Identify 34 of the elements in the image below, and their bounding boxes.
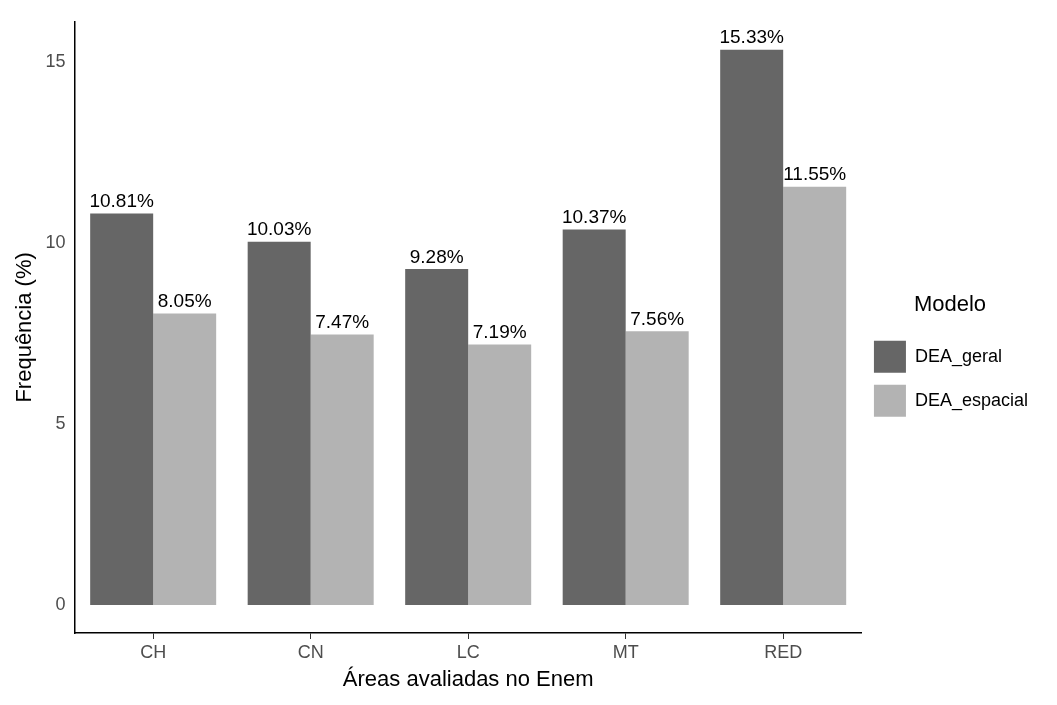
data-label: 7.56% bbox=[630, 307, 685, 329]
y-tick-label: 5 bbox=[55, 412, 66, 433]
data-label: 11.55% bbox=[783, 163, 847, 185]
y-axis-title: Frequência (%) bbox=[11, 252, 37, 403]
bar bbox=[562, 229, 626, 606]
bar bbox=[625, 331, 689, 606]
legend-title: Modelo bbox=[913, 291, 987, 317]
x-axis-title: Áreas avaliadas no Enem bbox=[342, 665, 594, 691]
data-label: 9.28% bbox=[409, 245, 464, 267]
bar bbox=[783, 186, 847, 606]
x-tick-label: MT bbox=[612, 641, 639, 662]
data-label: 7.19% bbox=[472, 321, 527, 343]
data-label: 7.47% bbox=[315, 311, 370, 333]
bar bbox=[468, 344, 532, 606]
bar bbox=[405, 268, 469, 606]
bar bbox=[310, 334, 374, 606]
x-tick-label: CH bbox=[140, 641, 167, 662]
legend-label: DEA_geral bbox=[914, 345, 1002, 367]
bar bbox=[153, 313, 217, 606]
y-tick-label: 10 bbox=[45, 231, 66, 252]
data-label: 15.33% bbox=[719, 26, 785, 48]
bar bbox=[90, 213, 154, 606]
y-tick-label: 15 bbox=[45, 50, 66, 71]
x-tick-label: LC bbox=[456, 641, 480, 662]
data-label: 10.81% bbox=[89, 190, 154, 212]
bar bbox=[247, 241, 311, 606]
data-label: 10.03% bbox=[246, 218, 312, 240]
y-tick-label: 0 bbox=[55, 594, 66, 615]
data-label: 8.05% bbox=[157, 290, 212, 312]
bar bbox=[720, 49, 784, 606]
x-tick-label: RED bbox=[764, 641, 803, 662]
data-label: 10.37% bbox=[561, 206, 627, 228]
legend-label: DEA_espacial bbox=[914, 389, 1028, 411]
x-tick-label: CN bbox=[297, 641, 324, 662]
